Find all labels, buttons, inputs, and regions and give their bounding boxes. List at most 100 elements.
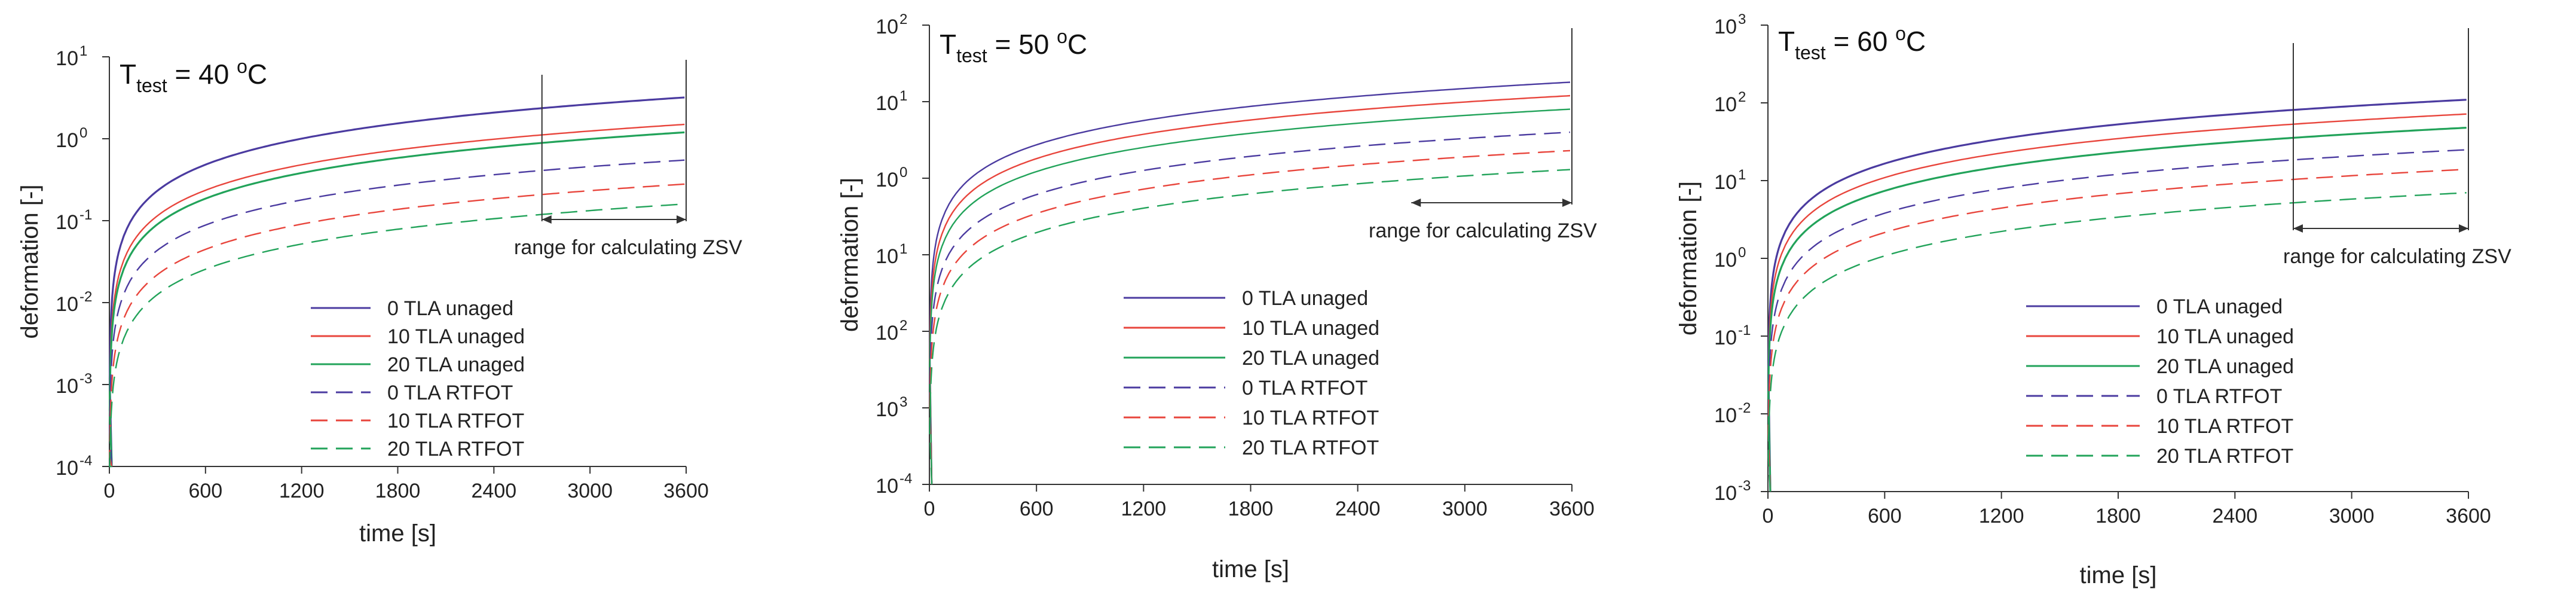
y-tick-exponent: -2 <box>1738 400 1751 416</box>
y-tick-exponent: 1 <box>900 241 907 257</box>
x-tick-label: 0 <box>104 480 115 502</box>
y-tick-exponent: 3 <box>900 394 907 410</box>
legend-label-3: 20 TLA unaged <box>387 353 525 376</box>
x-tick-label: 3600 <box>663 480 709 502</box>
y-tick-label: 10 <box>1714 249 1737 272</box>
legend-label-3: 20 TLA unaged <box>1242 347 1379 370</box>
legend-label-3: 20 TLA unaged <box>2156 355 2294 378</box>
y-tick-exponent: -2 <box>79 289 92 305</box>
x-tick-label: 600 <box>1868 505 1902 527</box>
series-line-5 <box>929 150 1571 485</box>
x-tick-label: 0 <box>924 498 935 520</box>
y-tick-label: 10 <box>876 398 898 421</box>
y-tick-exponent: 2 <box>1738 89 1746 105</box>
series-line-1 <box>1767 99 2467 492</box>
y-tick-exponent: 0 <box>79 125 87 141</box>
series-line-2 <box>1767 113 2467 492</box>
y-tick-label: 10 <box>56 47 78 70</box>
x-tick-label: 3600 <box>1549 498 1595 520</box>
x-tick-label: 2400 <box>1335 498 1381 520</box>
legend-label-6: 20 TLA RTFOT <box>1242 437 1379 459</box>
range-annotation: range for calculating ZSV <box>514 236 742 259</box>
range-arrow-head-left <box>541 215 552 224</box>
x-tick-label: 2400 <box>2213 505 2258 527</box>
y-tick-exponent: 3 <box>1738 11 1746 28</box>
y-axis-title: deformation [-] <box>1675 181 1702 335</box>
y-tick-label: 10 <box>876 92 898 115</box>
y-tick-label: 10 <box>1714 482 1737 505</box>
y-tick-exponent: -1 <box>1738 322 1751 338</box>
y-tick-label: 10 <box>876 16 898 38</box>
y-tick-label: 10 <box>1714 404 1737 427</box>
legend-label-1: 0 TLA unaged <box>1242 287 1368 310</box>
y-tick-label: 10 <box>876 322 898 344</box>
series-line-3 <box>1767 127 2467 492</box>
legend-label-1: 0 TLA unaged <box>2156 295 2283 318</box>
legend-label-5: 10 TLA RTFOT <box>2156 415 2293 438</box>
range-arrow-head-right <box>1562 199 1572 207</box>
x-axis-title: time [s] <box>1212 556 1289 582</box>
y-tick-exponent: -4 <box>79 453 92 469</box>
x-tick-label: 3000 <box>2329 505 2375 527</box>
x-tick-label: 3600 <box>2446 505 2491 527</box>
x-tick-label: 3000 <box>1442 498 1488 520</box>
y-tick-exponent: -3 <box>1738 478 1751 494</box>
range-annotation: range for calculating ZSV <box>2283 245 2511 268</box>
series-line-4 <box>929 131 1571 485</box>
y-tick-label: 10 <box>1714 171 1737 194</box>
range-arrow-head-left <box>2293 224 2303 233</box>
x-axis-title: time [s] <box>2080 562 2157 588</box>
x-axis-title: time [s] <box>359 520 436 547</box>
panel-title: Ttest = 60 oC <box>1778 23 1926 63</box>
x-tick-label: 2400 <box>472 480 517 502</box>
chart-panel-1: 0 600 1200 1800 2400 3000 360010-410-310-210-1… <box>17 43 742 547</box>
series-line-1 <box>929 81 1571 485</box>
series-line-5 <box>109 183 685 467</box>
y-axis-title: deformation [-] <box>837 178 863 332</box>
range-annotation: range for calculating ZSV <box>1369 219 1597 242</box>
legend-label-2: 10 TLA unaged <box>387 325 525 348</box>
series-line-6 <box>1767 192 2467 492</box>
series-line-4 <box>1767 149 2467 492</box>
legend-label-4: 0 TLA RTFOT <box>2156 385 2282 408</box>
series-line-3 <box>108 131 685 467</box>
legend-label-2: 10 TLA unaged <box>2156 325 2294 348</box>
legend-label-5: 10 TLA RTFOT <box>387 410 524 432</box>
x-tick-label: 0 <box>1763 505 1774 527</box>
legend-label-4: 0 TLA RTFOT <box>387 382 513 404</box>
range-arrow-head-right <box>677 215 686 224</box>
x-tick-label: 1200 <box>279 480 325 502</box>
x-tick-label: 1800 <box>1228 498 1274 520</box>
y-axis-title: deformation [-] <box>17 185 43 339</box>
series-line-2 <box>929 94 1571 485</box>
legend-label-6: 20 TLA RTFOT <box>2156 445 2293 468</box>
y-tick-exponent: 2 <box>900 318 907 334</box>
x-tick-label: 1800 <box>2095 505 2141 527</box>
series-line-3 <box>929 108 1571 485</box>
y-tick-label: 10 <box>56 211 78 234</box>
x-tick-label: 1200 <box>1121 498 1167 520</box>
y-tick-exponent: 1 <box>900 88 907 104</box>
y-tick-exponent: 1 <box>1738 167 1746 183</box>
y-tick-exponent: 1 <box>79 43 87 59</box>
y-tick-exponent: -4 <box>900 471 912 487</box>
legend-label-5: 10 TLA RTFOT <box>1242 407 1379 429</box>
y-tick-exponent: -3 <box>79 371 92 387</box>
y-tick-label: 10 <box>1714 327 1737 349</box>
y-tick-label: 10 <box>56 129 78 152</box>
panel-title: Ttest = 50 oC <box>940 26 1087 66</box>
y-tick-exponent: 0 <box>1738 245 1746 261</box>
legend-label-4: 0 TLA RTFOT <box>1242 377 1367 399</box>
series-line-5 <box>1767 169 2467 492</box>
y-tick-label: 10 <box>1714 16 1737 38</box>
x-tick-label: 600 <box>1020 498 1054 520</box>
x-tick-label: 600 <box>188 480 222 502</box>
series-line-1 <box>108 96 685 467</box>
series-line-6 <box>929 169 1571 485</box>
legend-label-6: 20 TLA RTFOT <box>387 438 524 460</box>
panel-title: Ttest = 40 oC <box>120 56 267 96</box>
y-tick-exponent: 2 <box>900 11 907 28</box>
y-tick-label: 10 <box>876 245 898 268</box>
